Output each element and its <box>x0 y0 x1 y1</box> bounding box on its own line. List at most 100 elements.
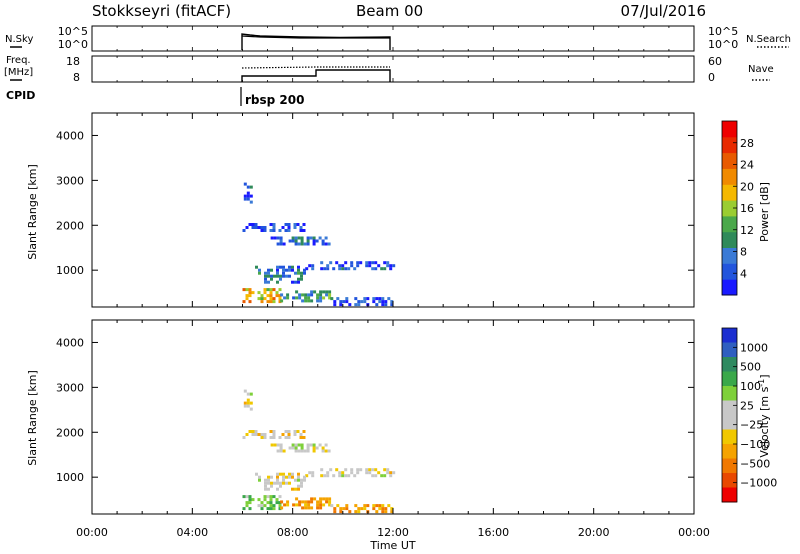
power-echo-cell <box>326 264 330 268</box>
velocity-echo-cell <box>300 481 303 485</box>
power-echo-cell <box>359 261 363 265</box>
power-echo-cell <box>291 239 295 243</box>
power-echo-cell <box>296 223 300 226</box>
velocity-echo-cell <box>287 436 291 439</box>
time-axis: 00:00 04:00 08:00 12:00 16:00 20:00 00:00 <box>76 26 710 539</box>
power-echo-cell <box>264 271 267 275</box>
power-echo-cell <box>389 267 393 271</box>
power-echo-cell <box>284 229 288 232</box>
power-echo-cell <box>279 239 283 243</box>
velocity-echo-cell <box>311 474 315 478</box>
power-echo-cell <box>282 268 285 272</box>
power-echo-cell <box>264 277 267 281</box>
power-echo-cell <box>294 236 298 240</box>
power-echo-cell <box>295 290 299 294</box>
velocity-echo-cell <box>251 433 255 436</box>
power-echo-cell <box>258 271 261 275</box>
power-echo-cell <box>269 291 273 295</box>
power-echo-cell <box>251 291 255 295</box>
velocity-colorbar-swatch <box>722 429 737 445</box>
velocity-echo-cell <box>269 430 273 433</box>
velocity-echo-cell <box>330 504 334 508</box>
velocity-echo-cell <box>287 430 291 433</box>
velocity-echo-cell <box>300 478 303 482</box>
velocity-echo-cell <box>326 471 330 475</box>
velocity-echo-cell <box>251 498 255 502</box>
power-echo-cell <box>279 236 283 240</box>
power-echo-cell <box>353 267 357 271</box>
velocity-ytick-label: 4000 <box>56 336 84 349</box>
velocity-echo-cell <box>374 468 378 472</box>
velocity-echo-cell <box>363 507 367 511</box>
velocity-echo-cell <box>338 474 342 478</box>
velocity-echo-cell <box>293 430 297 433</box>
cpid-label: CPID <box>6 89 35 102</box>
power-echo-cell <box>297 280 300 284</box>
velocity-echo-cell <box>260 501 264 505</box>
velocity-echo-cell <box>383 468 387 472</box>
power-echo-cell <box>306 236 310 240</box>
power-echo-cell <box>263 229 267 232</box>
power-echo-cell <box>321 242 325 246</box>
velocity-echo-cell <box>270 484 273 488</box>
power-echo-cell <box>242 300 246 304</box>
power-echo-cell <box>338 264 342 268</box>
velocity-echo-cell <box>246 392 250 396</box>
power-panel: 1000 2000 3000 4000 Slant Range [km] 4 8 12 16… <box>26 112 771 308</box>
velocity-echo-cell <box>280 500 284 504</box>
power-echo-cell <box>371 267 375 271</box>
power-echo-cell <box>339 300 343 304</box>
power-echo-cell <box>302 223 306 226</box>
power-echo-cell <box>312 239 316 243</box>
velocity-echo-cell <box>339 510 343 514</box>
power-echo-cell <box>330 297 334 301</box>
nsky-right-tick-bottom: 10^0 <box>708 38 738 51</box>
velocity-colorbar-tick-label: 25 <box>740 399 754 412</box>
power-echo-cell <box>341 267 345 271</box>
power-echo-cell <box>305 267 309 271</box>
freq-panel: Freq. [MHz] 18 8 60 0 Nave <box>4 55 774 84</box>
power-echo-cell <box>293 223 297 226</box>
freq-left-tick-top: 18 <box>66 55 80 68</box>
velocity-echo-cell <box>345 507 349 511</box>
velocity-echo-cell <box>257 433 261 436</box>
velocity-echo-cell <box>281 433 285 436</box>
power-echo-cell <box>275 291 279 295</box>
power-echo-cell <box>246 185 250 189</box>
power-echo-cell <box>322 296 326 300</box>
time-tick-label: 00:00 <box>76 526 108 539</box>
time-tick-label: 04:00 <box>176 526 208 539</box>
velocity-echo-cell <box>306 449 310 453</box>
power-colorbar-swatch <box>722 184 737 201</box>
power-colorbar: 4 8 12 16 20 24 28 <box>721 120 754 296</box>
power-colorbar-swatch <box>722 263 737 280</box>
power-echo-cell <box>300 239 304 243</box>
velocity-echo-cell <box>294 449 298 453</box>
power-echo-cell <box>288 265 291 269</box>
power-echo-cell <box>270 236 274 240</box>
velocity-colorbar-tick-label: 100 <box>740 380 761 393</box>
power-echo-cell <box>328 296 332 300</box>
power-echo-cell <box>243 197 247 201</box>
power-echo-cell <box>269 223 273 226</box>
velocity-echo-cell <box>306 443 310 447</box>
time-tick-label: 20:00 <box>578 526 610 539</box>
velocity-echo-cell <box>333 510 337 514</box>
power-echo-cell <box>291 236 295 240</box>
velocity-echo-cell <box>242 507 246 511</box>
power-echoes <box>242 182 396 307</box>
velocity-echo-cell <box>357 507 361 511</box>
velocity-echo-cell <box>272 430 276 433</box>
velocity-echo-cell <box>384 510 388 514</box>
velocity-echo-cell <box>387 504 391 508</box>
power-echo-cell <box>260 297 264 301</box>
radar-title: Stokkseyri (fitACF) <box>92 2 231 20</box>
velocity-echo-cell <box>300 449 304 453</box>
power-echo-cell <box>311 264 315 268</box>
nsky-left-tick-bottom: 10^0 <box>58 38 88 51</box>
velocity-colorbar-swatch <box>722 357 737 372</box>
power-echo-cell <box>300 271 303 275</box>
nave-trace <box>241 66 390 69</box>
velocity-echo-cell <box>316 503 320 507</box>
